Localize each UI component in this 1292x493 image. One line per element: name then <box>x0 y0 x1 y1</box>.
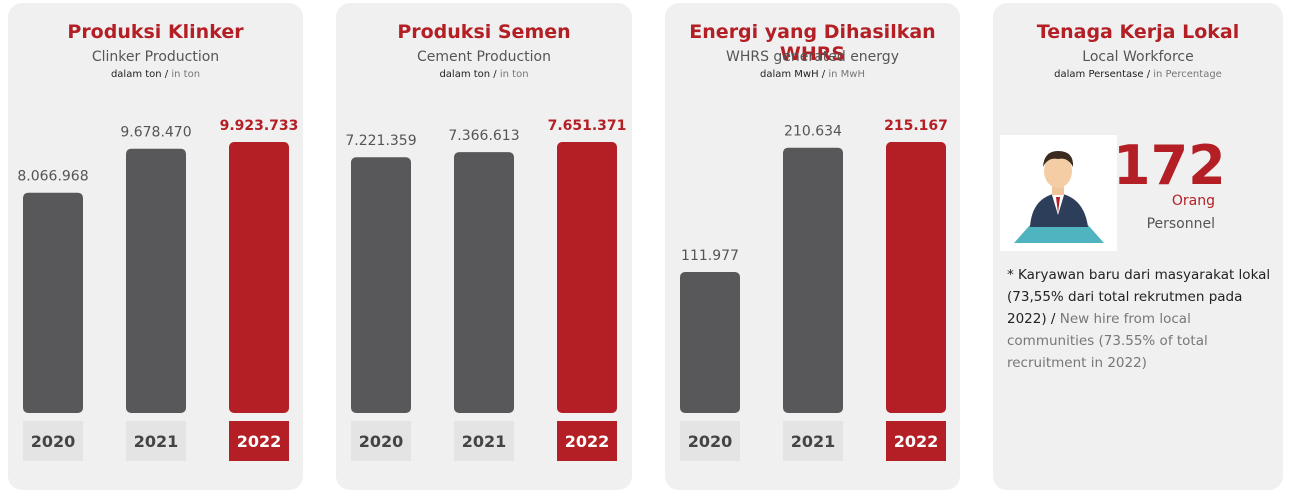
bar <box>351 157 411 413</box>
x-tick-label: 2020 <box>359 432 404 451</box>
card-title: Tenaga Kerja Lokal <box>993 21 1283 43</box>
unit-english: Personnel <box>1113 216 1215 232</box>
x-tick-label: 2021 <box>791 432 836 451</box>
bar <box>680 272 740 413</box>
value-label: 8.066.968 <box>17 169 88 185</box>
value-label: 9.923.733 <box>220 118 299 134</box>
x-tick-label: 2021 <box>462 432 507 451</box>
unit-id: dalam ton / <box>439 69 496 80</box>
chart-card: 7.221.359 2020 7.366.613 2021 7.651.371 2022 P… <box>336 3 632 490</box>
unit-id: dalam ton / <box>111 69 168 80</box>
value-label: 7.366.613 <box>448 128 519 144</box>
card-unit: dalam MwH / in MwH <box>665 69 960 80</box>
bar <box>229 142 289 413</box>
card-subtitle: Clinker Production <box>8 49 303 65</box>
bar <box>23 193 83 413</box>
note: * Karyawan baru dari masyarakat lokal (7… <box>1007 264 1275 374</box>
x-tick-label: 2020 <box>688 432 733 451</box>
x-tick-label: 2022 <box>565 432 610 451</box>
workforce-card: Tenaga Kerja Lokal Local Workforce dalam… <box>993 3 1283 490</box>
personnel-count: 172 <box>1113 136 1217 196</box>
value-label: 215.167 <box>884 118 948 134</box>
person-icon <box>1000 135 1117 251</box>
card-unit: dalam ton / in ton <box>8 69 303 80</box>
unit-local: Orang <box>1113 193 1215 209</box>
x-tick-label: 2022 <box>237 432 282 451</box>
card-title: Produksi Semen <box>336 21 632 43</box>
x-tick-label: 2020 <box>31 432 76 451</box>
page: Tenaga Kerja Lokal Local Workforce dalam… <box>0 0 1292 493</box>
value-label: 7.221.359 <box>345 133 416 149</box>
unit-en: in Percentage <box>1153 69 1222 80</box>
card-subtitle: WHRS generated energy <box>665 49 960 65</box>
chart-card: 8.066.968 2020 9.678.470 2021 9.923.733 2022 P… <box>8 3 303 490</box>
unit-id: dalam MwH / <box>760 69 825 80</box>
value-label: 7.651.371 <box>548 118 627 134</box>
value-label: 111.977 <box>681 248 739 264</box>
unit-en: in MwH <box>828 69 865 80</box>
card-subtitle: Local Workforce <box>993 49 1283 65</box>
unit-id: dalam Persentase / <box>1054 69 1150 80</box>
unit-en: in ton <box>500 69 529 80</box>
card-unit: dalam ton / in ton <box>336 69 632 80</box>
x-tick-label: 2021 <box>134 432 179 451</box>
card-title: Produksi Klinker <box>8 21 303 43</box>
value-label: 9.678.470 <box>120 125 191 141</box>
value-label: 210.634 <box>784 124 842 140</box>
x-tick-label: 2022 <box>894 432 939 451</box>
bar <box>557 142 617 413</box>
card-subtitle: Cement Production <box>336 49 632 65</box>
card-unit: dalam Persentase / in Percentage <box>993 69 1283 80</box>
unit-en: in ton <box>171 69 200 80</box>
bar <box>454 152 514 413</box>
bar <box>126 149 186 413</box>
bar <box>783 148 843 413</box>
bar <box>886 142 946 413</box>
